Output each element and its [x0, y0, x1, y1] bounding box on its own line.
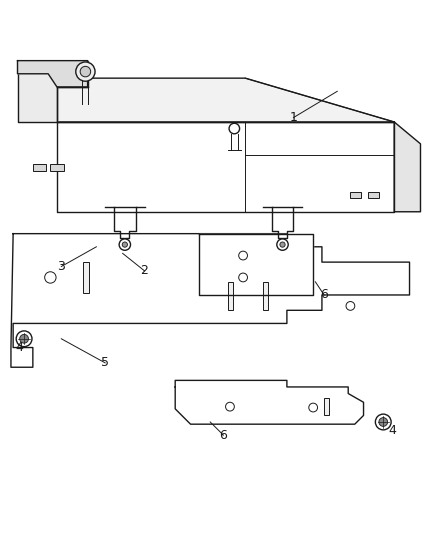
Bar: [368, 192, 379, 198]
Bar: [263, 282, 268, 310]
Polygon shape: [57, 78, 394, 122]
Bar: [50, 164, 64, 171]
Polygon shape: [394, 122, 420, 212]
Polygon shape: [57, 122, 394, 212]
Polygon shape: [199, 233, 313, 295]
Circle shape: [122, 242, 127, 247]
Circle shape: [239, 251, 247, 260]
Text: 1: 1: [290, 111, 297, 124]
Polygon shape: [11, 233, 410, 367]
Text: 5: 5: [101, 357, 109, 369]
Text: 4: 4: [16, 341, 24, 354]
Circle shape: [229, 123, 240, 134]
Circle shape: [277, 239, 288, 251]
Circle shape: [20, 334, 28, 343]
Circle shape: [226, 402, 234, 411]
Circle shape: [280, 242, 285, 247]
Bar: [228, 282, 233, 310]
Polygon shape: [18, 61, 88, 122]
Bar: [33, 164, 46, 171]
Circle shape: [346, 302, 355, 310]
Circle shape: [239, 273, 247, 282]
Text: 2: 2: [141, 264, 148, 277]
Bar: [350, 192, 361, 198]
Text: 6: 6: [219, 429, 227, 442]
Bar: [83, 262, 89, 293]
Bar: [324, 398, 329, 415]
Text: 4: 4: [388, 424, 396, 437]
Circle shape: [375, 414, 391, 430]
Circle shape: [309, 403, 318, 412]
Circle shape: [80, 66, 91, 77]
Polygon shape: [175, 381, 364, 424]
Text: 6: 6: [320, 288, 328, 302]
Circle shape: [379, 418, 388, 426]
Polygon shape: [18, 61, 88, 87]
Circle shape: [76, 62, 95, 81]
Text: 3: 3: [57, 260, 65, 273]
Circle shape: [45, 272, 56, 283]
Circle shape: [16, 331, 32, 346]
Circle shape: [119, 239, 131, 251]
